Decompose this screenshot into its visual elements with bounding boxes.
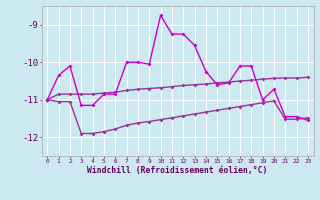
X-axis label: Windchill (Refroidissement éolien,°C): Windchill (Refroidissement éolien,°C): [87, 166, 268, 175]
